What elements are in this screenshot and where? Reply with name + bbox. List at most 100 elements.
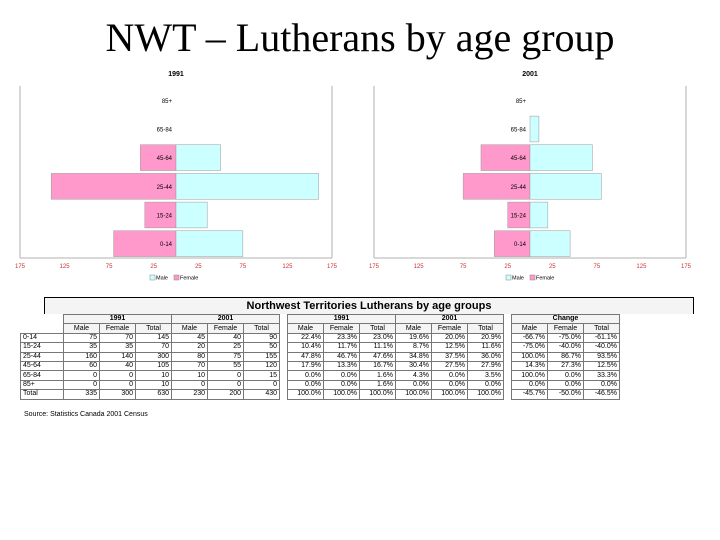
bar-female <box>113 230 177 257</box>
group-header: 2001 <box>395 313 504 325</box>
count-cell: 145 <box>135 332 172 344</box>
column-header: Total <box>135 323 172 334</box>
percent-cell: 100.0% <box>323 389 360 400</box>
legend-male-swatch <box>505 274 512 281</box>
category-label: 65-84 <box>511 128 527 134</box>
count-cell: 50 <box>243 342 280 353</box>
percent-cell: 22.4% <box>287 332 324 344</box>
column-header: Total <box>243 323 280 334</box>
column-gap <box>504 371 512 380</box>
count-cell: 230 <box>171 389 208 400</box>
percent-cell: 100.0% <box>287 389 324 400</box>
count-cell: 0 <box>99 370 136 381</box>
group-header: 1991 <box>63 313 172 325</box>
chart-title: 2001 <box>522 71 538 78</box>
change-cell: 27.3% <box>547 360 584 372</box>
column-gap <box>280 371 288 380</box>
percent-cell: 20.0% <box>431 332 468 344</box>
x-tick-label: 125 <box>60 264 71 270</box>
category-label: 45-64 <box>157 156 173 162</box>
column-header: Female <box>323 323 360 334</box>
percent-cell: 3.5% <box>467 370 504 381</box>
x-tick-label: 175 <box>681 264 692 270</box>
legend-female-swatch <box>529 274 536 281</box>
data-table: 1991 2001 1991 2001 Change Male Female Total Mal… <box>20 313 620 400</box>
bar-female <box>140 144 177 171</box>
change-cell: -61.1% <box>583 332 620 344</box>
count-cell: 0 <box>171 379 208 391</box>
row-label: 25-44 <box>20 351 64 362</box>
count-cell: 20 <box>171 342 208 353</box>
column-gap <box>280 343 288 352</box>
x-tick-label: 125 <box>636 264 647 270</box>
column-gap <box>280 361 288 370</box>
count-cell: 630 <box>135 389 172 400</box>
percent-cell: 46.7% <box>323 351 360 362</box>
corner-cell <box>21 324 64 333</box>
column-header: Total <box>467 323 504 334</box>
group-header: 2001 <box>171 313 280 325</box>
count-cell: 70 <box>99 332 136 344</box>
change-cell: 0.0% <box>583 379 620 391</box>
bar-male <box>175 201 208 229</box>
bar-male <box>529 144 593 171</box>
percent-cell: 0.0% <box>395 379 432 391</box>
table-title: Northwest Territories Lutherans by age g… <box>44 297 694 314</box>
count-cell: 0 <box>207 379 244 391</box>
column-gap <box>504 352 512 361</box>
legend-female-label: Female <box>536 276 554 282</box>
x-tick-label: 175 <box>369 264 380 270</box>
row-label: 65-84 <box>20 370 64 381</box>
percent-cell: 0.0% <box>431 370 468 381</box>
table-row: 0-14 75 70 145 45 40 90 22.4% 23.3% 23.0% 19.6% 20.… <box>20 332 620 344</box>
change-cell: -75.0% <box>511 342 548 353</box>
row-label: 15-24 <box>20 342 64 353</box>
column-header: Total <box>359 323 396 334</box>
column-header: Male <box>171 323 208 334</box>
percent-cell: 0.0% <box>323 379 360 391</box>
category-label: 45-64 <box>511 156 527 162</box>
percent-cell: 27.9% <box>467 360 504 372</box>
count-cell: 0 <box>99 379 136 391</box>
percent-cell: 100.0% <box>395 389 432 400</box>
table-row: 15-24 35 35 70 20 25 50 10.4% 11.7% 11.1% 8.7% 12.5… <box>20 342 620 353</box>
percent-cell: 11.6% <box>467 342 504 353</box>
count-cell: 335 <box>63 389 100 400</box>
x-tick-label: 75 <box>460 264 467 270</box>
change-cell: -45.7% <box>511 389 548 400</box>
bar-female <box>462 173 531 200</box>
count-cell: 160 <box>63 351 100 362</box>
count-cell: 120 <box>243 360 280 372</box>
category-label: 65-84 <box>157 128 173 134</box>
column-header: Male <box>63 323 100 334</box>
legend-female-swatch <box>173 274 180 281</box>
table-row: 85+ 0 0 10 0 0 0 0.0% 0.0% 1.6% 0.0% 0.0% 0.0% 0.0% 0.… <box>20 379 620 391</box>
column-gap <box>504 343 512 352</box>
percent-cell: 12.5% <box>431 342 468 353</box>
category-label: 85+ <box>516 99 527 105</box>
legend-female-label: Female <box>180 276 198 282</box>
count-cell: 40 <box>207 332 244 344</box>
change-cell: 0.0% <box>511 379 548 391</box>
column-header: Female <box>99 323 136 334</box>
change-cell: 0.0% <box>547 370 584 381</box>
row-label: Total <box>20 389 64 400</box>
column-gap <box>504 390 512 399</box>
bar-male <box>529 173 602 200</box>
category-label: 0-14 <box>514 242 527 248</box>
count-cell: 0 <box>63 370 100 381</box>
chart-title: 1991 <box>168 71 184 78</box>
percent-cell: 0.0% <box>467 379 504 391</box>
column-gap <box>504 361 512 370</box>
change-cell: -66.7% <box>511 332 548 344</box>
count-cell: 75 <box>207 351 244 362</box>
bar-male <box>529 115 540 143</box>
column-gap <box>504 380 512 389</box>
population-pyramids: 1991 0-14 15-24 25-44 45-64 65-84 85+ 175 125 75 2… <box>15 71 692 282</box>
table-row: Total 335 300 630 230 200 430 100.0% 100.0% 100.0… <box>20 389 620 400</box>
legend-male-label: Male <box>156 276 168 282</box>
change-cell: 14.3% <box>511 360 548 372</box>
change-cell: 93.5% <box>583 351 620 362</box>
change-cell: 100.0% <box>511 370 548 381</box>
count-cell: 75 <box>63 332 100 344</box>
